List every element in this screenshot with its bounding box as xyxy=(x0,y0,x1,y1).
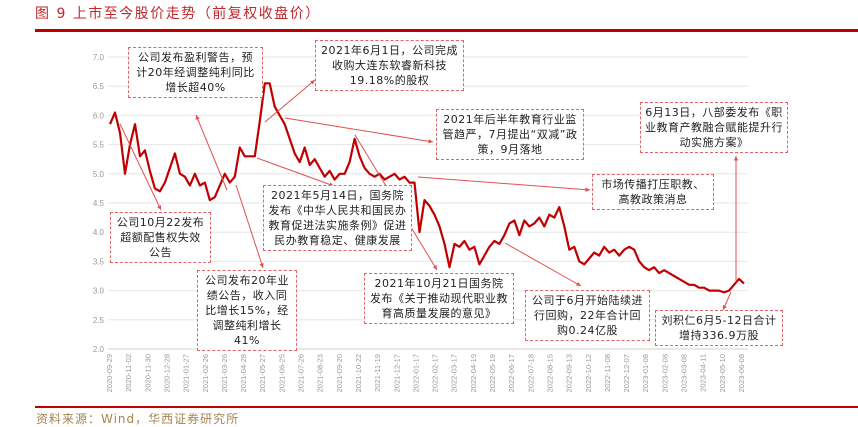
y-tick-label: 2.0 xyxy=(93,345,105,354)
annotation-profit-warning: 公司发布盈利警告，预计20年经调整纯利同比增长超40% xyxy=(128,47,263,98)
annotation-arrow xyxy=(264,79,316,123)
x-tick-label: 2021-04-28 xyxy=(239,354,248,392)
x-tick-label: 2021-10-22 xyxy=(354,354,363,392)
y-tick-label: 7.0 xyxy=(93,53,105,62)
annotation-arrow xyxy=(195,114,228,191)
annotation-arrows xyxy=(119,79,739,311)
annotation-arrow xyxy=(733,156,739,282)
y-tick-label: 2.5 xyxy=(93,316,105,325)
annotation-eight-ministries: 6月13日，八部委发布《职业教育产教融合赋能提升行动实施方案》 xyxy=(640,102,788,153)
arrowhead-icon xyxy=(733,156,739,161)
x-tick-label: 2021-03-26 xyxy=(220,354,229,392)
annotation-state-council-may: 2021年5月14日，国务院发布《中华人民共和国民办教育促进法实施条例》促进民办… xyxy=(263,185,412,251)
annotation-arrow xyxy=(417,176,591,192)
y-tick-label: 5.5 xyxy=(93,141,105,150)
title-divider xyxy=(35,29,858,32)
x-tick-label: 2021-06-25 xyxy=(277,354,286,392)
x-tick-label: 2022-07-18 xyxy=(526,354,535,392)
y-tick-label: 4.0 xyxy=(93,228,105,237)
annotation-market-rumor: 市场传播打压职教、高教政策消息 xyxy=(592,174,714,210)
x-tick-label: 2022-02-17 xyxy=(431,354,440,392)
arrowhead-icon xyxy=(428,139,433,144)
x-tick-label: 2020-11-30 xyxy=(143,354,152,392)
annotation-arrow xyxy=(235,184,264,269)
annotation-arrow xyxy=(722,291,732,311)
arrowhead-icon xyxy=(195,115,200,120)
y-tick-label: 3.0 xyxy=(93,287,105,296)
x-tick-label: 2023-03-08 xyxy=(680,354,689,392)
arrowhead-icon xyxy=(585,187,590,192)
x-tick-label: 2021-05-27 xyxy=(258,354,267,392)
annotation-arrow xyxy=(119,123,162,211)
x-tick-label: 2022-06-17 xyxy=(507,354,516,392)
x-tick-label: 2023-02-08 xyxy=(660,354,669,392)
x-tick-label: 2021-09-20 xyxy=(335,354,344,392)
x-tick-label: 2020-11-02 xyxy=(124,354,133,392)
source-note: 资料来源：Wind，华西证券研究所 xyxy=(36,412,240,426)
y-axis: 2.0 2.5 3.0 3.5 4.0 4.5 5.0 5.5 6.0 6.5 7.0 xyxy=(93,53,105,354)
x-tick-label: 2023-01-08 xyxy=(641,354,650,392)
x-tick-label: 2020-09-29 xyxy=(105,354,114,392)
annotation-insider-purchase: 刘积仁6月5-12日合计增持336.9万股 xyxy=(655,310,783,346)
y-tick-label: 5.0 xyxy=(93,170,105,179)
annotation-arrow xyxy=(284,117,434,144)
arrowhead-icon xyxy=(157,205,162,210)
x-tick-label: 2020-12-28 xyxy=(162,354,171,392)
annotation-overallotment: 公司10月22发布超额配售权失效公告 xyxy=(110,212,211,263)
y-tick-label: 4.5 xyxy=(93,199,105,208)
annotation-regulation: 2021年后半年教育行业监管趋严，7月提出“双减”政策，9月落地 xyxy=(436,109,584,160)
x-axis: 2020-09-29 2020-11-02 2020-11-30 2020-12-28… xyxy=(105,354,746,392)
x-tick-label: 2022-04-19 xyxy=(469,354,478,392)
x-tick-label: 2023-06-08 xyxy=(737,354,746,392)
x-tick-label: 2022-10-12 xyxy=(584,354,593,392)
annotation-buyback: 公司于6月开始陆续进行回购，22年合计回购0.24亿股 xyxy=(525,290,650,341)
x-tick-label: 2022-08-15 xyxy=(545,354,554,392)
x-tick-label: 2021-02-26 xyxy=(201,354,210,392)
x-tick-label: 2021-07-26 xyxy=(297,354,306,392)
arrowhead-icon xyxy=(576,281,581,286)
annotation-annual-results: 公司发布20年业绩公告，收入同比增长15%，经调整纯利增长41% xyxy=(197,270,297,351)
x-tick-label: 2022-01-17 xyxy=(411,354,420,392)
y-tick-label: 6.0 xyxy=(93,111,105,120)
x-tick-label: 2023-04-11 xyxy=(699,354,708,392)
x-tick-label: 2023-05-10 xyxy=(718,354,727,392)
y-tick-label: 3.5 xyxy=(93,257,105,266)
x-tick-label: 2022-03-17 xyxy=(450,354,459,392)
arrowhead-icon xyxy=(259,263,264,268)
x-tick-label: 2021-01-27 xyxy=(182,354,191,392)
annotation-arrow xyxy=(504,242,582,287)
source-divider xyxy=(35,406,858,408)
x-tick-label: 2021-11-19 xyxy=(373,354,382,392)
series-line-price xyxy=(108,82,745,294)
annotation-acquisition: 2021年6月1日，公司完成收购大连东软睿新科技19.18%的股权 xyxy=(315,40,464,91)
x-tick-label: 2022-11-08 xyxy=(603,354,612,392)
x-tick-label: 2021-12-17 xyxy=(392,354,401,392)
figure-title: 图 9 上市至今股价走势（前复权收盘价） xyxy=(35,6,321,22)
arrowhead-icon xyxy=(722,305,727,310)
x-tick-label: 2022-05-19 xyxy=(488,354,497,392)
arrowhead-icon xyxy=(310,80,315,85)
x-tick-label: 2022-12-07 xyxy=(622,354,631,392)
x-tick-label: 2021-08-23 xyxy=(316,354,325,392)
arrowhead-icon xyxy=(432,265,437,270)
annotation-state-council-oct: 2021年10月21日国务院发布《关于推动现代职业教育高质量发展的意见》 xyxy=(364,273,514,324)
y-tick-label: 6.5 xyxy=(93,82,105,91)
x-tick-label: 2022-09-13 xyxy=(565,354,574,392)
